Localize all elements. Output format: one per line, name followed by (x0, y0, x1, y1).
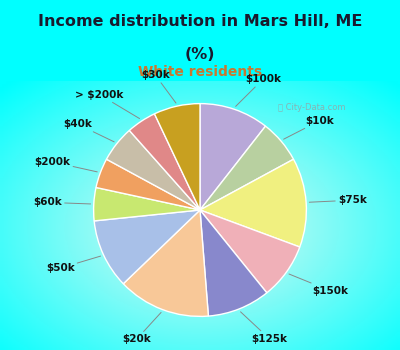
Text: $30k: $30k (141, 70, 176, 103)
Text: White residents: White residents (138, 65, 262, 79)
Text: $150k: $150k (289, 274, 348, 296)
Wedge shape (200, 159, 306, 247)
Wedge shape (106, 131, 200, 210)
Text: $200k: $200k (34, 157, 97, 172)
Wedge shape (200, 210, 300, 293)
Wedge shape (96, 159, 200, 210)
Text: $50k: $50k (46, 256, 100, 273)
Wedge shape (123, 210, 208, 316)
Text: $60k: $60k (33, 197, 90, 207)
Text: $100k: $100k (236, 74, 281, 106)
Wedge shape (94, 188, 200, 221)
Text: ⓘ City-Data.com: ⓘ City-Data.com (278, 103, 346, 112)
Text: $75k: $75k (309, 195, 367, 205)
Wedge shape (200, 210, 267, 316)
Wedge shape (154, 104, 200, 210)
Text: $40k: $40k (63, 119, 114, 142)
Text: $10k: $10k (284, 116, 334, 139)
Text: $20k: $20k (122, 313, 161, 344)
Text: Income distribution in Mars Hill, ME: Income distribution in Mars Hill, ME (38, 14, 362, 29)
Wedge shape (129, 114, 200, 210)
Text: > $200k: > $200k (75, 90, 140, 119)
Text: (%): (%) (185, 47, 215, 62)
Wedge shape (200, 104, 266, 210)
Text: $125k: $125k (240, 312, 287, 343)
Wedge shape (200, 126, 294, 210)
Wedge shape (94, 210, 200, 284)
